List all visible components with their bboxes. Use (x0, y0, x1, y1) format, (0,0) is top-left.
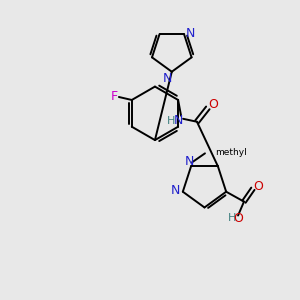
Text: O: O (253, 180, 263, 193)
Text: N: N (173, 114, 183, 127)
Text: N: N (184, 155, 194, 168)
Text: N: N (171, 184, 181, 197)
Text: methyl: methyl (215, 148, 247, 157)
Text: O: O (208, 98, 218, 111)
Text: O: O (233, 212, 243, 225)
Text: N: N (163, 72, 172, 85)
Text: N: N (185, 27, 195, 40)
Text: H: H (228, 214, 236, 224)
Text: H: H (167, 116, 176, 126)
Text: F: F (110, 91, 118, 103)
